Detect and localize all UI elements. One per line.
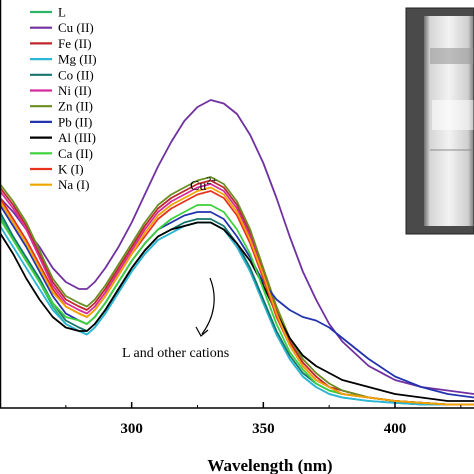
series-lines (0, 99, 474, 406)
series-line-4 (0, 211, 474, 406)
arrow-head-icon (195, 326, 209, 337)
legend-label-9: Ca (II) (58, 146, 93, 161)
legend-label-2: Fe (II) (58, 36, 92, 51)
legend-label-6: Zn (II) (58, 99, 93, 114)
series-line-10 (0, 190, 474, 406)
arrow-annotation (201, 277, 215, 335)
legend-label-1: Cu (II) (58, 20, 94, 35)
series-line-7 (0, 204, 474, 399)
series-line-6 (0, 176, 474, 406)
legend-label-10: K (I) (58, 162, 84, 177)
legend-label-7: Pb (II) (58, 114, 92, 129)
legend-label-3: Mg (II) (58, 52, 97, 67)
legend-label-11: Na (I) (58, 177, 89, 192)
legend-label-5: Ni (II) (58, 83, 92, 98)
series-line-8 (0, 221, 474, 402)
series-line-2 (0, 179, 474, 406)
x-ticks: 300 350 400 (65, 402, 462, 437)
cu-annotation: Cu2+ (190, 176, 217, 194)
legend: LCu (II)Fe (II)Mg (II)Co (II)Ni (II)Zn (… (30, 5, 97, 192)
inset-photo (405, 7, 474, 235)
x-tick-label-1: 350 (252, 421, 275, 437)
x-axis-title: Wavelength (nm) (207, 456, 332, 474)
x-tick-label-2: 400 (384, 421, 407, 437)
cu-annotation-sup: 2+ (206, 176, 217, 187)
series-line-3 (0, 221, 474, 406)
legend-label-4: Co (II) (58, 67, 94, 82)
x-tick-label-0: 300 (120, 421, 143, 437)
series-line-9 (0, 204, 474, 406)
legend-label-8: Al (III) (58, 130, 96, 145)
series-line-11 (0, 186, 474, 406)
cu-annotation-base: Cu (190, 179, 206, 194)
series-line-1 (0, 99, 474, 395)
others-annotation: L and other cations (122, 346, 229, 361)
legend-label-0: L (58, 5, 66, 20)
